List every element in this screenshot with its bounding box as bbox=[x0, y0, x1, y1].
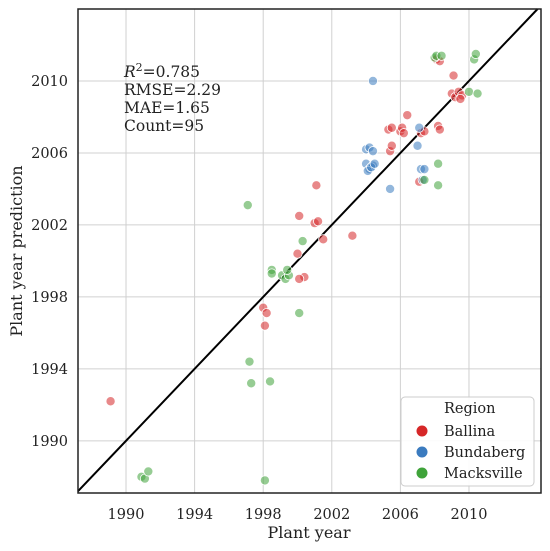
data-point-ballina bbox=[105, 396, 116, 407]
data-point-macksville bbox=[294, 308, 305, 319]
legend: Region Ballina Bundaberg Macksville bbox=[400, 396, 535, 487]
x-tick-label: 1994 bbox=[176, 507, 213, 523]
data-point-ballina bbox=[402, 110, 413, 121]
data-point-bundaberg bbox=[367, 146, 378, 157]
y-tick-label: 2010 bbox=[31, 74, 68, 90]
data-point-ballina bbox=[261, 308, 272, 319]
legend-title: Region bbox=[444, 401, 496, 417]
legend-box bbox=[400, 396, 535, 487]
data-point-bundaberg bbox=[419, 164, 430, 175]
data-point-macksville bbox=[297, 236, 308, 247]
x-tick-label: 1998 bbox=[245, 507, 282, 523]
data-point-ballina bbox=[434, 124, 445, 135]
y-tick-label: 2002 bbox=[31, 218, 68, 234]
data-point-macksville bbox=[143, 466, 154, 477]
stats-r2-symbol: R bbox=[123, 63, 136, 81]
data-point-bundaberg bbox=[385, 183, 396, 194]
legend-marker-macksville bbox=[416, 467, 428, 479]
data-point-ballina bbox=[313, 216, 324, 227]
y-axis-title: Plant year prediction bbox=[7, 165, 26, 336]
y-tick-labels: 1990 1994 1998 2002 2006 2010 bbox=[31, 74, 68, 450]
x-tick-labels: 1990 1994 1998 2002 2006 2010 bbox=[108, 507, 488, 523]
stats-r2-exponent: 2 bbox=[136, 61, 143, 74]
data-point-macksville bbox=[463, 86, 474, 97]
data-point-ballina bbox=[259, 320, 270, 331]
data-point-macksville bbox=[246, 378, 257, 389]
data-point-ballina bbox=[311, 180, 322, 191]
legend-marker-bundaberg bbox=[416, 446, 428, 458]
data-point-macksville bbox=[265, 376, 276, 387]
data-point-ballina bbox=[455, 93, 466, 104]
stats-count: Count=95 bbox=[124, 117, 204, 135]
data-point-macksville bbox=[433, 158, 444, 169]
data-point-ballina bbox=[386, 122, 397, 133]
data-point-ballina bbox=[386, 140, 397, 151]
x-axis-title: Plant year bbox=[268, 523, 351, 542]
data-point-bundaberg bbox=[414, 122, 425, 133]
y-tick-label: 1990 bbox=[31, 434, 68, 450]
data-point-macksville bbox=[266, 268, 277, 279]
y-tick-label: 1994 bbox=[31, 362, 68, 378]
legend-label-bundaberg: Bundaberg bbox=[444, 445, 525, 461]
stats-r2: R2=0.785 bbox=[123, 61, 200, 81]
data-point-bundaberg bbox=[412, 140, 423, 151]
stats-mae: MAE=1.65 bbox=[124, 99, 210, 117]
legend-label-macksville: Macksville bbox=[444, 466, 523, 482]
x-tick-label: 2010 bbox=[451, 507, 488, 523]
data-point-ballina bbox=[294, 210, 305, 221]
data-point-macksville bbox=[436, 50, 447, 61]
data-point-macksville bbox=[472, 88, 483, 99]
x-tick-label: 2002 bbox=[313, 507, 350, 523]
data-point-macksville bbox=[433, 180, 444, 191]
data-point-bundaberg bbox=[369, 158, 380, 169]
data-point-macksville bbox=[282, 264, 293, 275]
legend-label-ballina: Ballina bbox=[444, 424, 496, 440]
data-point-macksville bbox=[244, 356, 255, 367]
data-point-macksville bbox=[259, 475, 270, 486]
data-points bbox=[105, 48, 483, 486]
data-point-ballina bbox=[292, 248, 303, 259]
stats-annotation: R2=0.785 RMSE=2.29 MAE=1.65 Count=95 bbox=[123, 61, 221, 135]
legend-marker-ballina bbox=[416, 425, 428, 437]
y-tick-label: 1998 bbox=[31, 290, 68, 306]
data-point-ballina bbox=[347, 230, 358, 241]
data-point-ballina bbox=[294, 273, 305, 284]
stats-rmse: RMSE=2.29 bbox=[124, 81, 221, 99]
data-point-bundaberg bbox=[367, 75, 378, 86]
data-point-macksville bbox=[470, 48, 481, 59]
data-point-ballina bbox=[318, 234, 329, 245]
data-point-ballina bbox=[448, 70, 459, 81]
data-point-macksville bbox=[242, 200, 253, 211]
data-point-macksville bbox=[419, 174, 430, 185]
y-tick-label: 2006 bbox=[31, 146, 68, 162]
x-tick-label: 2006 bbox=[382, 507, 419, 523]
stats-r2-value: =0.785 bbox=[143, 63, 200, 81]
x-tick-label: 1990 bbox=[108, 507, 145, 523]
plot-frame bbox=[77, 8, 542, 494]
data-point-ballina bbox=[398, 128, 409, 139]
